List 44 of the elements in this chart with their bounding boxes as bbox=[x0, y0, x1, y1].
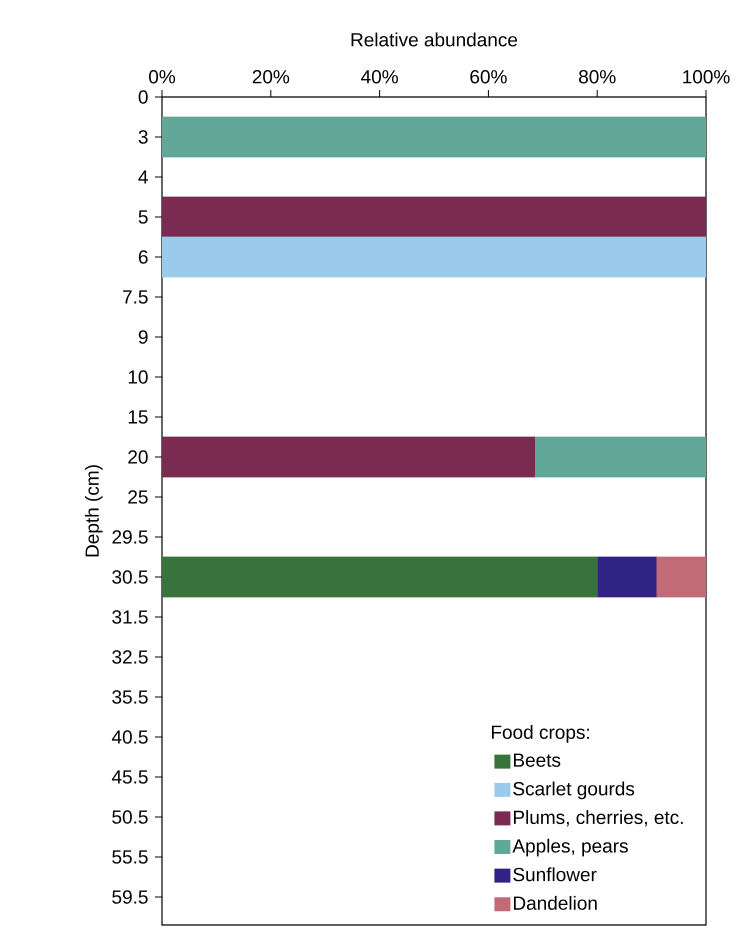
legend-label: Apples, pears bbox=[512, 838, 628, 856]
bar bbox=[162, 436, 536, 478]
y-tick-label: 9 bbox=[138, 330, 148, 344]
bar bbox=[162, 116, 706, 158]
bar bbox=[162, 556, 598, 598]
y-tick-label: 25 bbox=[128, 490, 148, 504]
x-tick-label: 60% bbox=[470, 70, 507, 84]
x-tick-label: 0% bbox=[149, 70, 176, 84]
x-tick-label: 40% bbox=[361, 70, 398, 84]
x-axis-title: Relative abundance bbox=[352, 32, 518, 46]
y-tick-label: 45.5 bbox=[112, 770, 148, 784]
y-tick-label: 6 bbox=[138, 250, 148, 264]
y-tick-label: 3 bbox=[138, 130, 148, 144]
x-tick-label: 80% bbox=[579, 70, 616, 84]
legend-title: Food crops: bbox=[492, 725, 589, 743]
y-tick-label: 35.5 bbox=[112, 690, 148, 704]
y-tick-label: 5 bbox=[138, 210, 148, 224]
y-tick-label: 50.5 bbox=[112, 810, 148, 824]
legend-label: Scarlet gourds bbox=[513, 782, 634, 800]
y-tick-label: 30.5 bbox=[112, 570, 148, 584]
bar bbox=[656, 556, 706, 598]
legend-label: Plums, cherries, etc. bbox=[514, 810, 683, 826]
x-tick-label: 100% bbox=[683, 70, 730, 84]
y-tick-label: 15 bbox=[128, 410, 148, 424]
y-tick-label: 29.5 bbox=[112, 530, 148, 544]
legend-label: Beets bbox=[514, 754, 560, 767]
bar bbox=[597, 556, 657, 598]
y-tick-label: 20 bbox=[128, 450, 148, 464]
y-tick-label: 31.5 bbox=[112, 610, 148, 624]
y-tick-label: 55.5 bbox=[112, 850, 148, 864]
x-tick-label: 20% bbox=[252, 70, 290, 84]
y-tick-label: 32.5 bbox=[112, 650, 148, 664]
y-axis-title: Depth (cm) bbox=[84, 465, 103, 556]
bar bbox=[162, 196, 706, 238]
y-tick-label: 4 bbox=[138, 170, 148, 184]
y-tick-label: 0 bbox=[138, 90, 148, 104]
legend-label: Sunflower bbox=[513, 867, 597, 882]
y-tick-label: 40.5 bbox=[112, 730, 148, 744]
bar bbox=[535, 436, 706, 478]
y-tick-label: 59.5 bbox=[112, 890, 148, 904]
y-tick-label: 7.5 bbox=[123, 290, 148, 304]
y-tick-label: 10 bbox=[128, 370, 148, 384]
legend-label: Dandelion bbox=[514, 896, 597, 910]
bar bbox=[162, 236, 706, 278]
